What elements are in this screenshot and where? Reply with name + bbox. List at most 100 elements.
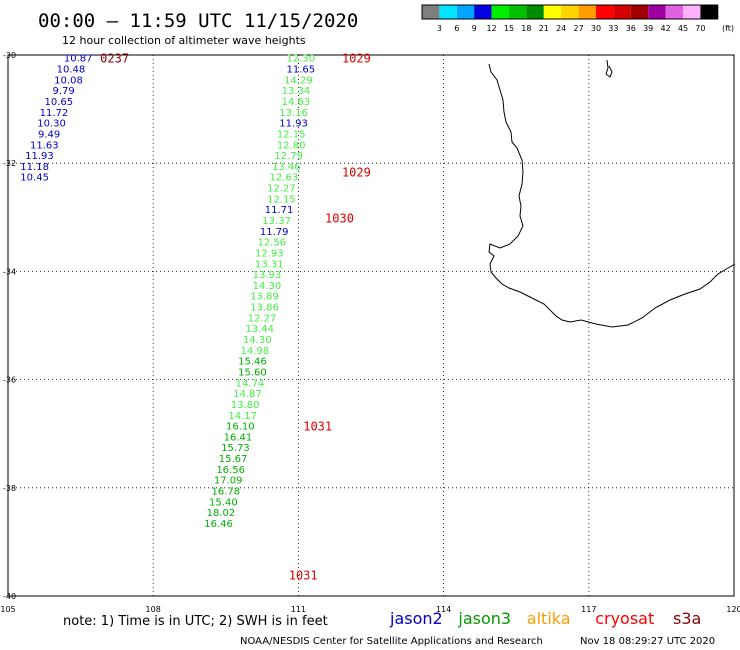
- scale-swatch: [509, 5, 527, 19]
- wave-height-value: 14.29: [284, 75, 313, 86]
- scale-unit: (ft): [722, 24, 734, 33]
- wave-height-value: 14.17: [228, 411, 257, 422]
- wave-height-value: 11.93: [279, 119, 308, 130]
- pass-time-label: 1031: [303, 420, 332, 434]
- scale-swatch: [491, 5, 509, 19]
- wave-height-value: 14.98: [241, 346, 270, 357]
- lat-tick-label: -32: [3, 159, 16, 168]
- scale-swatch: [683, 5, 701, 19]
- wave-height-value: 13.80: [231, 400, 260, 411]
- wave-height-value: 13.31: [255, 259, 284, 270]
- wave-height-value: 11.93: [25, 151, 54, 162]
- satellite-legend-entry: jason3: [457, 609, 511, 628]
- scale-swatch: [596, 5, 614, 19]
- wave-height-value: 18.02: [207, 508, 236, 519]
- scale-swatch: [630, 5, 649, 19]
- scale-swatch: [439, 5, 457, 19]
- scale-label: 36: [626, 24, 636, 33]
- scale-label: 3: [437, 24, 442, 33]
- satellite-legend-entry: jason2: [389, 609, 443, 628]
- wave-height-value: 13.34: [282, 86, 311, 97]
- page-subtitle: 12 hour collection of altimeter wave hei…: [62, 34, 306, 47]
- wave-height-value: 16.56: [216, 465, 245, 476]
- lat-tick-label: -40: [3, 592, 16, 601]
- pass-time-label: 0237: [100, 52, 129, 66]
- wave-height-value: 15.46: [238, 357, 267, 368]
- wave-height-value: 13.86: [250, 303, 279, 314]
- scale-label: 30: [591, 24, 601, 33]
- wave-height-value: 10.30: [37, 119, 66, 130]
- scale-swatch: [456, 5, 475, 19]
- inland-water-feature: [605, 59, 613, 78]
- wave-height-value: 12.15: [277, 129, 306, 140]
- wave-height-value: 11.18: [20, 162, 49, 173]
- wave-height-value: 16.46: [204, 519, 233, 530]
- wave-height-value: 14.74: [236, 378, 265, 389]
- scale-swatch: [526, 5, 544, 19]
- wave-height-value: 15.40: [209, 497, 238, 508]
- timestamp: Nov 18 08:29:27 UTC 2020: [580, 636, 715, 647]
- scale-label: 15: [504, 24, 514, 33]
- wave-height-value: 12.79: [274, 151, 303, 162]
- satellite-legend-entry: s3a: [673, 609, 701, 628]
- wave-height-value: 15.73: [221, 443, 250, 454]
- scale-label: 9: [472, 24, 477, 33]
- wave-height-value: 10.08: [54, 75, 83, 86]
- scale-swatch: [422, 5, 440, 19]
- wave-height-value: 12.56: [257, 238, 286, 249]
- scale-label: 18: [521, 24, 531, 33]
- credit: NOAA/NESDIS Center for Satellite Applica…: [240, 636, 543, 647]
- wave-height-value: 14.63: [282, 97, 311, 108]
- wave-height-value: 13.37: [262, 216, 291, 227]
- wave-height-value: 12.63: [270, 173, 299, 184]
- wave-height-value: 12.30: [286, 54, 315, 65]
- wave-height-value: 11.63: [30, 140, 59, 151]
- wave-height-value: 17.09: [214, 476, 243, 487]
- scale-swatch: [474, 5, 492, 19]
- scale-border: [421, 4, 719, 20]
- wave-height-value: 13.46: [272, 162, 301, 173]
- wave-height-value: 12.15: [267, 194, 296, 205]
- altimeter-tracks: 10.8710.4810.089.7910.6511.7210.309.4911…: [20, 52, 371, 583]
- wave-height-value: 9.79: [53, 86, 75, 97]
- lon-tick-label: 108: [146, 605, 161, 614]
- pass-time-label: 1031: [289, 568, 318, 582]
- scale-label: 42: [661, 24, 671, 33]
- wave-height-value: 15.67: [219, 454, 248, 465]
- scale-swatch: [665, 5, 683, 19]
- wave-height-value: 12.27: [248, 313, 277, 324]
- wave-height-value: 16.10: [226, 422, 255, 433]
- australia-coastline: [488, 63, 736, 328]
- scale-label: 70: [695, 24, 705, 33]
- satellite-legend-entry: cryosat: [595, 609, 654, 628]
- wave-height-value: 13.93: [253, 270, 282, 281]
- scale-label: 39: [643, 24, 653, 33]
- lat-tick-label: -34: [3, 267, 16, 276]
- scale-label: 27: [574, 24, 584, 33]
- wave-height-value: 16.41: [224, 432, 253, 443]
- satellite-legend-entry: altika: [527, 609, 571, 628]
- wave-height-value: 11.72: [40, 108, 69, 119]
- wave-height-value: 11.79: [260, 227, 289, 238]
- lon-tick-label: 117: [581, 605, 596, 614]
- wave-height-color-scale: 3 6 9 12 15 18 21 24 27 30 33 36 39 42 45 70 (ft): [421, 4, 734, 33]
- footnote: note: 1) Time is in UTC; 2) SWH is in fe…: [63, 614, 328, 629]
- scale-label: 21: [539, 24, 549, 33]
- scale-label: 6: [454, 24, 459, 33]
- lat-tick-label: -38: [3, 484, 16, 493]
- wave-height-value: 10.87: [64, 54, 93, 65]
- wave-height-value: 10.65: [44, 97, 73, 108]
- scale-swatch: [578, 5, 596, 19]
- wave-height-value: 10.48: [57, 65, 86, 76]
- wave-height-value: 11.71: [265, 205, 294, 216]
- scale-label: 33: [608, 24, 618, 33]
- pass-time-label: 1029: [342, 165, 371, 179]
- lat-lon-grid: 105 108 111 114 117 120 -30 -32 -34 -36 -38 -40: [0, 51, 740, 614]
- scale-label: 24: [556, 24, 566, 33]
- wave-height-value: 14.30: [253, 281, 282, 292]
- scale-swatch: [543, 5, 562, 19]
- pass-time-label: 1029: [342, 52, 371, 66]
- lat-tick-label: -30: [3, 51, 16, 60]
- page-title: 00:00 – 11:59 UTC 11/15/2020: [38, 10, 358, 32]
- lat-tick-label: -36: [3, 376, 16, 385]
